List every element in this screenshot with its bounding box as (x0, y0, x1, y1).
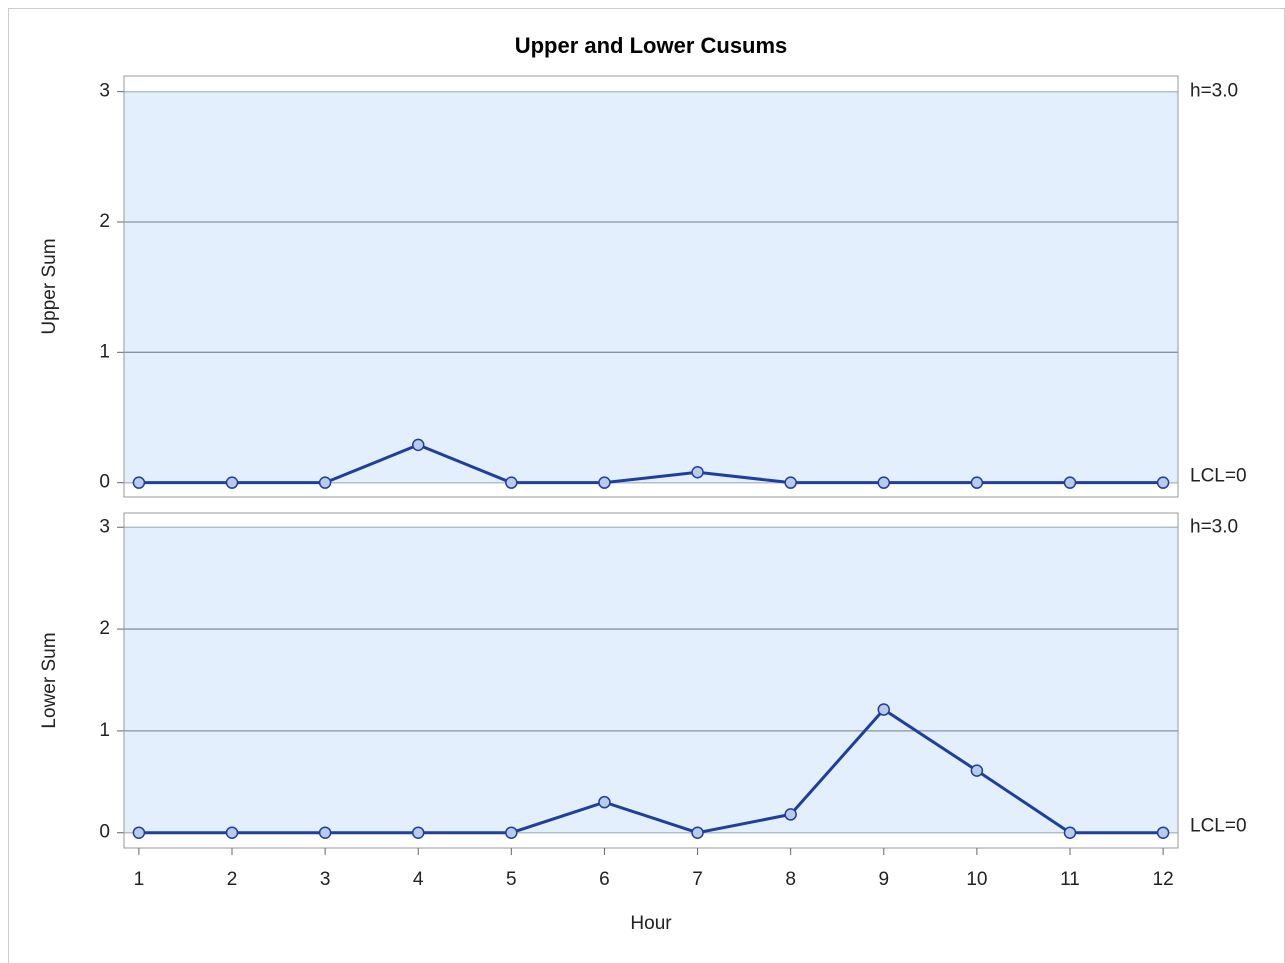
limit-label: h=3.0 (1190, 516, 1238, 537)
y-axis-label: Lower Sum (39, 632, 60, 728)
marker (1063, 476, 1077, 489)
y-tick-label: 3 (99, 81, 110, 102)
marker (877, 476, 891, 489)
marker (411, 438, 425, 452)
marker (970, 764, 984, 777)
marker (691, 826, 704, 839)
limit-band (124, 527, 1178, 833)
marker (505, 476, 518, 489)
y-tick-label: 1 (99, 341, 110, 362)
marker (225, 826, 239, 839)
x-tick-label: 8 (785, 869, 796, 890)
plot-border (123, 512, 1179, 849)
y-tick-label: 0 (99, 822, 110, 843)
marker (877, 703, 891, 716)
marker (691, 465, 704, 479)
plot-border (123, 75, 1179, 498)
marker (411, 826, 425, 839)
marker (225, 476, 239, 489)
x-tick-label: 7 (692, 869, 703, 890)
series-line (138, 707, 1164, 835)
chart-title: Upper and Lower Cusums (515, 33, 788, 58)
marker (1063, 826, 1077, 839)
marker (784, 808, 797, 821)
x-tick-label: 6 (599, 869, 610, 890)
limit-label: LCL=0 (1190, 816, 1247, 837)
y-tick-label: 2 (99, 211, 110, 232)
marker (1156, 476, 1170, 489)
y-axis-label: Upper Sum (39, 238, 60, 334)
limit-label: LCL=0 (1190, 466, 1247, 487)
limit-band (124, 91, 1178, 483)
x-tick-label: 4 (413, 869, 424, 890)
x-tick-label: 9 (878, 869, 889, 890)
marker (505, 826, 518, 839)
marker (784, 476, 797, 489)
x-tick-label: 1 (134, 869, 145, 890)
series-line (138, 443, 1164, 485)
marker (132, 826, 146, 839)
marker (318, 826, 332, 839)
x-tick-label: 12 (1153, 869, 1174, 890)
x-tick-label: 10 (966, 869, 987, 890)
x-tick-label: 2 (227, 869, 238, 890)
limit-label: h=3.0 (1190, 81, 1238, 102)
marker (970, 476, 984, 489)
x-tick-label: 3 (320, 869, 331, 890)
x-tick-label: 5 (506, 869, 517, 890)
marker (598, 476, 611, 489)
x-tick-label: 11 (1060, 869, 1080, 890)
marker (1156, 826, 1170, 839)
marker (318, 476, 332, 489)
y-tick-label: 1 (99, 720, 110, 741)
x-axis-label: Hour (630, 913, 672, 934)
y-tick-label: 3 (99, 516, 110, 537)
y-tick-label: 0 (99, 472, 110, 493)
marker (132, 476, 146, 489)
marker (598, 795, 611, 809)
y-tick-label: 2 (99, 618, 110, 639)
